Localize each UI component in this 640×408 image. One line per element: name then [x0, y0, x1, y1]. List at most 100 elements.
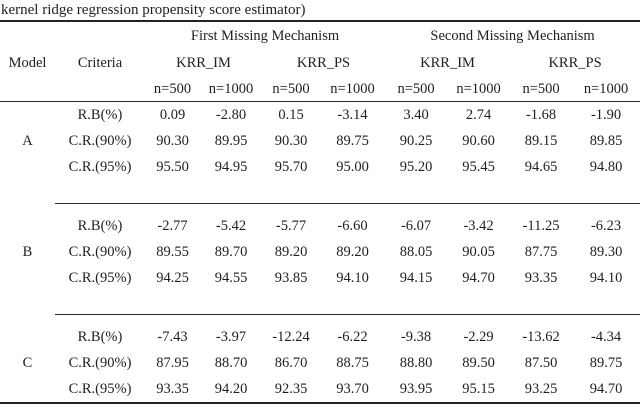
model-column-header: Model: [8, 55, 47, 71]
criteria-cell: R.B(%): [77, 106, 123, 123]
value-cell: 87.50: [524, 354, 558, 371]
method-header-krr-im-1: KRR_IM: [176, 55, 231, 71]
value-cell: 90.05: [462, 243, 495, 260]
value-cell: 0.15: [278, 106, 304, 123]
value-cell: -5.77: [275, 217, 307, 234]
value-cell: 86.70: [274, 354, 308, 371]
sample-size-spacer: [0, 77, 55, 102]
method-header-row: Model Criteria KRR_IM KRR_PS KRR_IM KRR_…: [0, 50, 640, 77]
value-cell: 93.95: [399, 380, 433, 397]
sample-size-header: n=1000: [320, 77, 386, 102]
data-row: C.R.(95%) 94.25 94.55 93.85 94.10 94.15 94.70 9…: [0, 265, 640, 291]
sample-size-header-row: n=500 n=1000 n=500 n=1000 n=500 n=1000 n…: [0, 77, 640, 102]
value-cell: -2.77: [157, 217, 188, 234]
value-cell: 93.85: [274, 269, 308, 286]
separator-rule-line: [55, 314, 640, 324]
model-cell: A: [22, 132, 33, 149]
value-cell: 90.30: [156, 132, 189, 149]
data-row: C.R.(95%) 93.35 94.20 92.35 93.70 93.95 95.15 9…: [0, 376, 640, 403]
model-cell: B: [22, 243, 33, 260]
criteria-cell: C.R.(90%): [68, 132, 132, 149]
value-cell: 95.45: [462, 158, 495, 175]
sample-size-header: n=500: [510, 77, 573, 102]
data-row: A C.R.(90%) 90.30 89.95 90.30 89.75 90.25 90.60…: [0, 128, 640, 154]
value-cell: 94.55: [214, 269, 248, 286]
criteria-cell: C.R.(90%): [68, 354, 132, 371]
method-header-krr-ps-1: KRR_PS: [296, 55, 351, 71]
value-cell: 89.20: [274, 243, 308, 260]
group-header-row: First Missing Mechanism Second Missing M…: [0, 21, 640, 50]
value-cell: -3.42: [463, 217, 494, 234]
value-cell: 95.15: [462, 380, 495, 397]
model-cell: [0, 213, 55, 239]
sample-size-header: n=500: [262, 77, 320, 102]
value-cell: -2.80: [215, 106, 247, 123]
value-cell: 2.74: [465, 106, 492, 123]
data-row: B C.R.(90%) 89.55 89.70 89.20 89.20 88.05 90.05…: [0, 239, 640, 265]
value-cell: 94.65: [524, 158, 558, 175]
group-header-spacer: [0, 21, 145, 50]
block-separator: [0, 180, 640, 213]
criteria-cell: C.R.(95%): [68, 380, 132, 397]
separator-rule-indent: [0, 204, 55, 214]
value-cell: 87.75: [524, 243, 558, 260]
value-cell: 94.95: [214, 158, 248, 175]
value-cell: 95.70: [274, 158, 308, 175]
criteria-column-header: Criteria: [77, 55, 123, 71]
value-cell: 93.70: [336, 380, 369, 397]
value-cell: 94.80: [589, 158, 623, 175]
data-row: C C.R.(90%) 87.95 88.70 86.70 88.75 88.80 89.50…: [0, 350, 640, 376]
model-cell: [0, 154, 55, 180]
model-cell: [0, 324, 55, 350]
sample-size-spacer: [55, 77, 145, 102]
value-cell: 90.60: [462, 132, 495, 149]
criteria-cell: C.R.(95%): [68, 269, 132, 286]
value-cell: 88.75: [336, 354, 369, 371]
data-row: R.B(%) -2.77 -5.42 -5.77 -6.60 -6.07 -3.42 -11.…: [0, 213, 640, 239]
method-header-krr-ps-2: KRR_PS: [548, 55, 602, 71]
value-cell: 95.20: [399, 158, 433, 175]
sample-size-header: n=1000: [572, 77, 640, 102]
value-cell: 93.35: [524, 269, 558, 286]
value-cell: -6.22: [337, 328, 368, 345]
value-cell: -12.24: [272, 328, 310, 345]
sample-size-header: n=500: [385, 77, 448, 102]
value-cell: 88.80: [399, 354, 433, 371]
value-cell: -6.23: [590, 217, 622, 234]
sample-size-header: n=1000: [200, 77, 262, 102]
value-cell: 94.25: [156, 269, 189, 286]
method-header-krr-im-2: KRR_IM: [420, 55, 475, 71]
value-cell: 95.00: [336, 158, 369, 175]
block-separator: [0, 291, 640, 324]
value-cell: 89.95: [214, 132, 248, 149]
value-cell: 92.35: [274, 380, 308, 397]
value-cell: 87.95: [156, 354, 189, 371]
value-cell: -9.38: [400, 328, 432, 345]
model-c-block: R.B(%) -7.43 -3.97 -12.24 -6.22 -9.38 -2.29 -13…: [0, 324, 640, 403]
value-cell: 94.70: [589, 380, 623, 397]
value-cell: -6.07: [400, 217, 432, 234]
sample-size-header: n=500: [145, 77, 200, 102]
value-cell: -1.68: [525, 106, 557, 123]
value-cell: 89.70: [214, 243, 248, 260]
value-cell: -7.43: [157, 328, 188, 345]
value-cell: 90.25: [399, 132, 433, 149]
table-caption: kernel ridge regression propensity score…: [1, 2, 306, 18]
sample-size-header: n=1000: [447, 77, 511, 102]
value-cell: 89.75: [589, 354, 623, 371]
value-cell: 94.20: [214, 380, 248, 397]
separator-rule: [0, 203, 640, 214]
model-cell: [0, 376, 55, 403]
value-cell: 89.75: [336, 132, 369, 149]
value-cell: 95.50: [156, 158, 189, 175]
value-cell: 94.15: [399, 269, 433, 286]
value-cell: -1.90: [590, 106, 622, 123]
value-cell: -6.60: [337, 217, 368, 234]
value-cell: 89.20: [336, 243, 369, 260]
value-cell: 89.30: [589, 243, 623, 260]
data-row: C.R.(95%) 95.50 94.95 95.70 95.00 95.20 95.45 9…: [0, 154, 640, 180]
criteria-cell: R.B(%): [77, 217, 123, 234]
model-b-block: R.B(%) -2.77 -5.42 -5.77 -6.60 -6.07 -3.42 -11.…: [0, 213, 640, 291]
value-cell: -13.62: [522, 328, 560, 345]
criteria-cell: R.B(%): [77, 328, 123, 345]
